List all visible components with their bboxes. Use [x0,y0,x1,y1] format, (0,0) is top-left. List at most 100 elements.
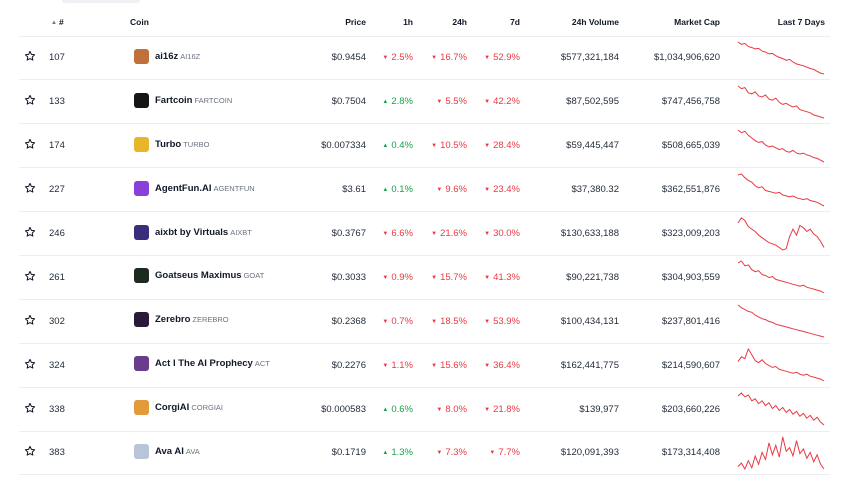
triangle-up-icon: ▲ [382,99,389,106]
table-row[interactable]: 246 aixbt by Virtuals AIXBT $0.3767 ▼ 6.6%… [19,211,830,256]
coins-table: ▲ # Coin Price 1h 24h 7d 24h Volume Marke… [19,9,830,476]
coin-logo-icon [134,136,149,152]
table-row[interactable]: 227 AgentFun.AI AGENTFUN $3.61 ▲ 0.1% ▼ 9.6… [19,167,830,213]
table-row[interactable]: 133 Fartcoin FARTCOIN $0.7504 ▲ 2.8% ▼ 5.5%… [19,79,830,125]
header-rank[interactable]: ▲ # [41,9,83,37]
header-coin[interactable]: Coin [83,9,263,37]
coin-name: AgentFun.AI [155,182,212,194]
volume-24h: $87,502,595 [566,96,619,108]
triangle-down-icon: ▼ [484,318,491,325]
coin-link[interactable]: ai16z AI16Z [87,48,200,64]
price: $0.1719 [331,447,366,459]
triangle-down-icon: ▼ [436,187,443,194]
table-row[interactable]: 174 Turbo TURBO $0.007334 ▲ 0.4% ▼ 10.5% ▼ 2… [19,123,830,169]
price: $0.000583 [321,403,366,415]
header-price[interactable]: Price [263,9,368,37]
table-row[interactable]: 324 Act I The AI Prophecy ACT $0.2276 ▼ 1.… [19,343,830,388]
coin-logo-icon [134,224,149,240]
coin-symbol: AVA [185,446,200,456]
change-h1: ▼ 0.7% [382,315,413,327]
coin-symbol: ZEREBRO [192,315,229,325]
triangle-up-icon: ▲ [382,450,389,457]
change-d7: ▼ 41.3% [484,271,520,283]
volume-24h: $139,977 [579,403,619,415]
triangle-down-icon: ▼ [382,55,389,62]
coin-link[interactable]: Fartcoin FARTCOIN [87,92,233,108]
market-cap: $747,456,758 [661,96,720,108]
sparkline-7d [737,260,825,294]
rank: 133 [49,96,65,108]
change-h24: ▼ 18.5% [431,315,467,327]
price: $0.2276 [331,359,366,371]
table-header-row: ▲ # Coin Price 1h 24h 7d 24h Volume Marke… [19,9,830,37]
coin-link[interactable]: Goatseus Maximus GOAT [87,268,265,284]
change-d7: ▼ 36.4% [484,359,520,371]
coin-link[interactable]: Ava AI AVA [87,443,200,459]
coin-link[interactable]: CorgiAI CORGIAI [87,400,223,416]
triangle-down-icon: ▼ [489,450,496,457]
star-icon[interactable] [24,402,36,417]
coin-link[interactable]: Act I The AI Prophecy ACT [87,356,270,372]
header-24h[interactable]: 24h [415,9,469,37]
table-row[interactable]: 338 CorgiAI CORGIAI $0.000583 ▲ 0.6% ▼ 8.0%… [19,387,830,432]
sparkline-7d [737,304,825,338]
header-market-cap[interactable]: Market Cap [621,9,722,37]
change-d7: ▼ 23.4% [484,184,520,196]
change-h1: ▼ 2.5% [382,52,413,64]
triangle-down-icon: ▼ [436,99,443,106]
coin-symbol: GOAT [243,271,265,281]
star-icon[interactable] [24,139,36,153]
change-d7: ▼ 42.2% [484,96,520,108]
star-icon[interactable] [24,270,36,285]
star-icon[interactable] [24,95,36,109]
header-1h[interactable]: 1h [368,9,415,37]
coin-link[interactable]: Turbo TURBO [87,136,209,152]
volume-24h: $162,441,775 [560,359,619,371]
star-icon[interactable] [24,446,36,460]
change-d7: ▼ 7.7% [489,447,520,459]
change-h1: ▼ 1.1% [382,359,413,371]
change-h24: ▼ 21.6% [431,228,467,239]
table-row[interactable]: 383 Ava AI AVA $0.1719 ▲ 1.3% ▼ 7.3% ▼ 7.7% … [19,431,830,476]
sparkline-7d [737,129,825,163]
coin-link[interactable]: AgentFun.AI AGENTFUN [87,180,255,196]
change-h24: ▼ 15.6% [431,359,467,371]
triangle-down-icon: ▼ [431,362,438,369]
sparkline-7d [737,392,825,426]
coin-name: Fartcoin [155,94,193,106]
triangle-down-icon: ▼ [484,231,491,237]
sparkline-7d [737,216,825,251]
star-icon[interactable] [24,51,36,65]
star-icon[interactable] [24,314,36,329]
market-cap: $214,590,607 [661,359,720,371]
triangle-down-icon: ▼ [431,55,438,62]
price: $0.9454 [331,52,366,64]
change-h24: ▼ 8.0% [436,403,467,415]
table-row[interactable]: 261 Goatseus Maximus GOAT $0.3033 ▼ 0.9% ▼… [19,255,830,300]
coin-link[interactable]: Zerebro ZEREBRO [87,312,229,328]
change-h24: ▼ 15.7% [431,271,467,283]
table-row[interactable]: 302 Zerebro ZEREBRO $0.2368 ▼ 0.7% ▼ 18.5% … [19,299,830,344]
star-icon[interactable] [24,358,36,373]
coin-name: Ava AI [155,445,184,457]
triangle-down-icon: ▼ [484,362,491,369]
triangle-up-icon: ▲ [382,187,389,194]
coin-symbol: FARTCOIN [194,95,233,105]
coin-link[interactable]: aixbt by Virtuals AIXBT [87,224,252,240]
table-row[interactable]: 107 ai16z AI16Z $0.9454 ▼ 2.5% ▼ 16.7% ▼ 52.… [19,36,830,81]
triangle-up-icon: ▲ [382,143,389,150]
star-icon[interactable] [24,183,36,197]
coin-symbol: AIXBT [230,227,252,237]
sparkline-7d [737,41,825,75]
header-7d[interactable]: 7d [469,9,522,37]
header-24h-volume[interactable]: 24h Volume [522,9,621,37]
rank: 338 [49,403,65,415]
top-scroll-indicator [62,0,140,3]
triangle-down-icon: ▼ [484,274,491,281]
sparkline-7d [737,173,825,207]
rank: 174 [49,140,65,152]
star-icon[interactable] [24,226,36,241]
coin-logo-icon [134,268,149,284]
header-favorite [19,9,41,37]
price: $0.3767 [331,228,366,239]
